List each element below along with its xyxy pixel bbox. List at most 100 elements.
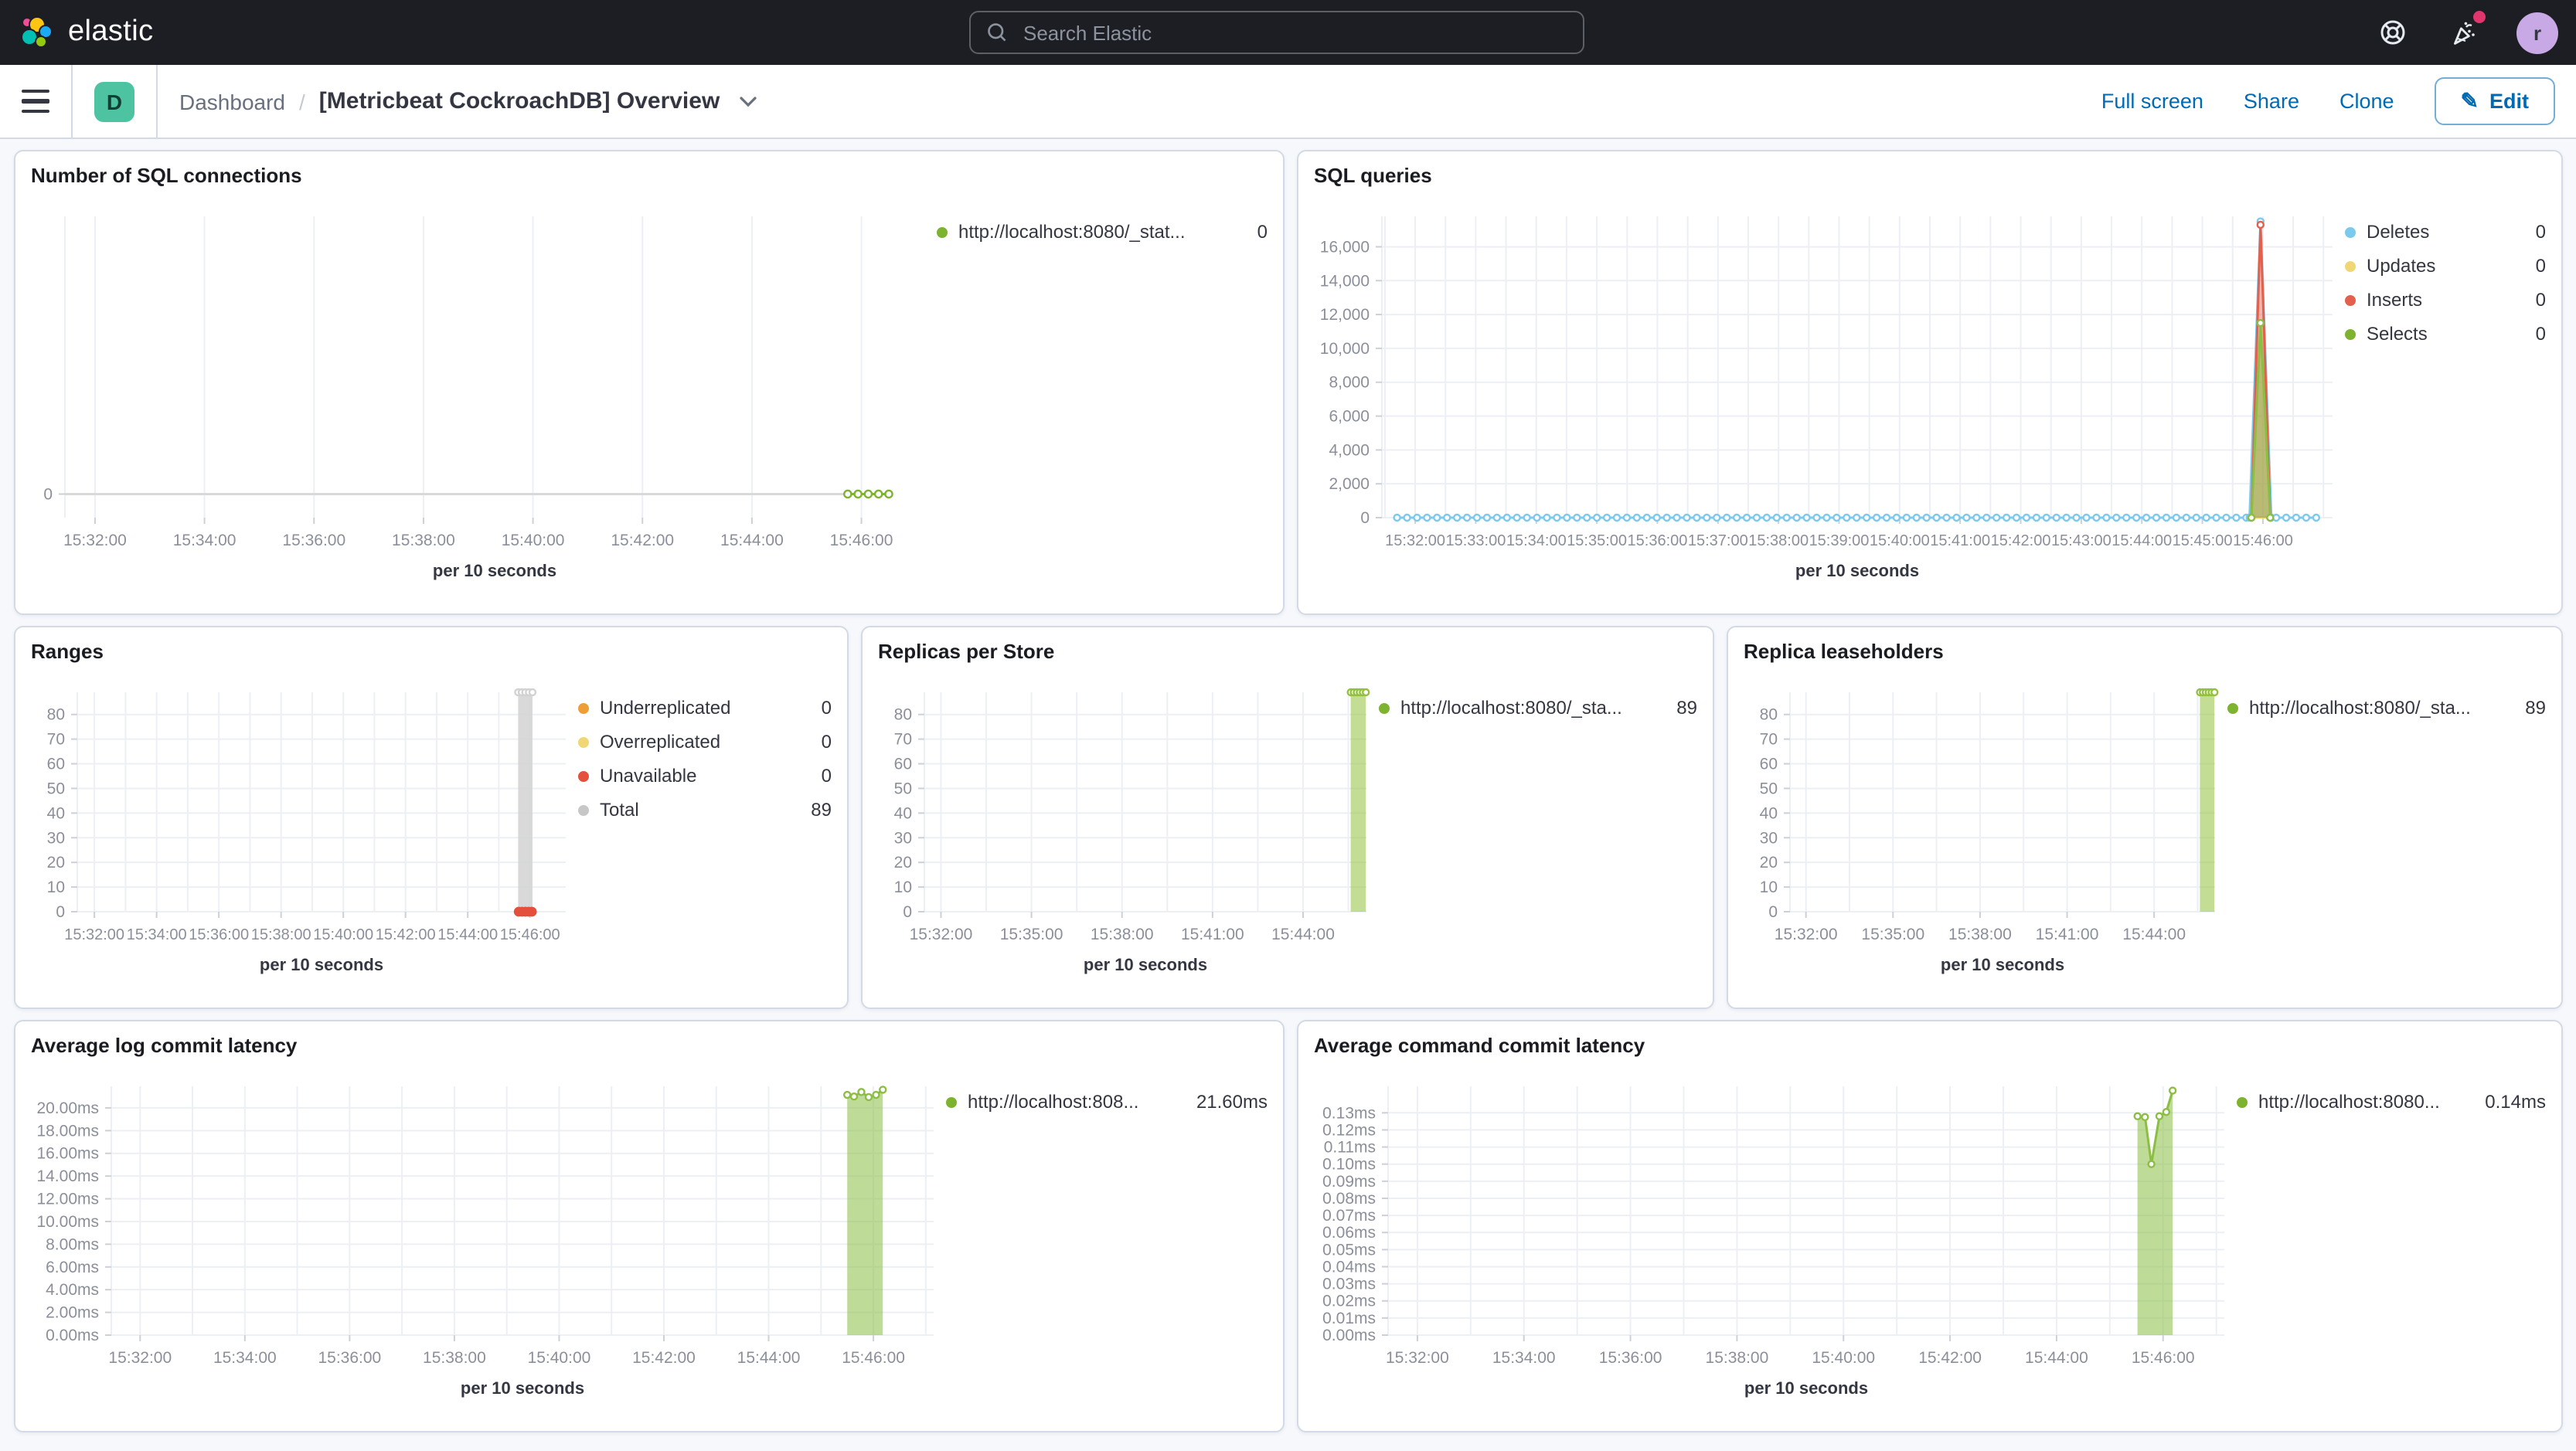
legend-item[interactable]: Total 89: [578, 800, 832, 821]
panel-average-command-commit-latency: Average command commit latency 0.00ms 0.0…: [1297, 1020, 2563, 1432]
svg-text:15:40:00: 15:40:00: [528, 1349, 591, 1367]
legend-value: 0: [2535, 323, 2546, 345]
clone-button[interactable]: Clone: [2339, 90, 2394, 113]
chart-legend: http://localhost:8080/_sta... 89: [2227, 671, 2546, 995]
svg-text:50: 50: [47, 780, 65, 797]
chart-canvas[interactable]: 0.00ms 0.01ms 0.02ms 0.03ms 0.04ms 0.05ms 0.06…: [1314, 1065, 2237, 1419]
newsfeed-party-icon: [2453, 21, 2474, 44]
legend-item[interactable]: Underreplicated 0: [578, 698, 832, 719]
legend-item[interactable]: Inserts 0: [2345, 289, 2546, 311]
chart-legend: http://localhost:8080... 0.14ms: [2237, 1065, 2546, 1419]
chart-canvas[interactable]: 0 15:32:00 15:34:00 15:36:00 15:38:00 15:40:0…: [31, 195, 937, 601]
svg-text:8,000: 8,000: [1329, 374, 1370, 392]
toolbar-divider: [71, 64, 73, 138]
svg-text:0.01ms: 0.01ms: [1322, 1310, 1376, 1327]
legend-label: Inserts: [2367, 289, 2423, 311]
chart-canvas[interactable]: 0 10 20 30 40 50 60 70 80 15:32:00 15:34:00 15:36:0…: [31, 671, 578, 995]
legend-item[interactable]: Updates 0: [2345, 256, 2546, 277]
svg-text:15:38:00: 15:38:00: [1748, 532, 1809, 549]
legend-label: Overreplicated: [600, 731, 721, 753]
legend-item[interactable]: Overreplicated 0: [578, 732, 832, 753]
help-icon: [2380, 20, 2405, 45]
svg-text:80: 80: [47, 706, 65, 724]
legend-item[interactable]: http://localhost:808... 21.60ms: [946, 1092, 1268, 1113]
global-search[interactable]: [969, 11, 1584, 54]
share-button[interactable]: Share: [2243, 90, 2299, 113]
legend-dot-icon: [1379, 703, 1390, 714]
chart-legend: http://localhost:808... 21.60ms: [946, 1065, 1268, 1419]
svg-text:10: 10: [894, 878, 912, 896]
legend-item[interactable]: Unavailable 0: [578, 766, 832, 787]
chart-canvas[interactable]: 0.00ms 2.00ms 4.00ms 6.00ms 8.00ms 10.00ms 12.…: [31, 1065, 946, 1419]
svg-text:0.06ms: 0.06ms: [1322, 1224, 1376, 1242]
legend-value: 0: [2535, 221, 2546, 243]
legend-item[interactable]: http://localhost:8080/_stat... 0: [937, 221, 1268, 243]
panel-title[interactable]: Number of SQL connections: [31, 164, 302, 187]
legend-value: 89: [2525, 697, 2546, 719]
panel-replicas-per-store: Replicas per Store 0 10 20 30 40 50 60 70 80 15:3…: [861, 626, 1714, 1009]
svg-text:70: 70: [1760, 731, 1778, 749]
svg-text:4,000: 4,000: [1329, 441, 1370, 459]
notification-dot: [2473, 11, 2486, 23]
svg-text:15:46:00: 15:46:00: [2233, 532, 2293, 549]
chart-canvas[interactable]: 0 10 20 30 40 50 60 70 80 15:32:00 15:35:00 15:38:0…: [878, 671, 1379, 995]
page-title[interactable]: [Metricbeat CockroachDB] Overview: [318, 88, 720, 114]
chart-canvas[interactable]: 0 10 20 30 40 50 60 70 80 15:32:00 15:35:00 15:38:0…: [1744, 671, 2227, 995]
chart-canvas[interactable]: 0 2,000 4,000 6,000 8,000 10,000 12,000 14,000 1…: [1314, 195, 2345, 601]
chart-legend: http://localhost:8080/_sta... 89: [1379, 671, 1697, 995]
dashboard-app-badge[interactable]: D: [94, 81, 134, 121]
legend-value: 0: [1257, 221, 1268, 243]
svg-text:15:41:00: 15:41:00: [1181, 926, 1244, 943]
legend-label: Deletes: [2367, 221, 2430, 243]
svg-text:40: 40: [1760, 804, 1778, 822]
svg-text:15:36:00: 15:36:00: [318, 1349, 381, 1367]
panel-title[interactable]: Replica leaseholders: [1744, 640, 1944, 663]
title-options-button[interactable]: [738, 95, 757, 107]
newsfeed-button[interactable]: [2445, 11, 2486, 51]
legend-item[interactable]: http://localhost:8080/_sta... 89: [2227, 698, 2546, 719]
svg-text:15:38:00: 15:38:00: [423, 1349, 486, 1367]
panel-title[interactable]: Average log commit latency: [31, 1034, 298, 1057]
svg-text:15:32:00: 15:32:00: [910, 926, 973, 943]
legend-item[interactable]: Selects 0: [2345, 323, 2546, 345]
svg-text:16.00ms: 16.00ms: [36, 1145, 99, 1163]
legend-item[interactable]: Deletes 0: [2345, 221, 2546, 243]
svg-text:30: 30: [1760, 829, 1778, 847]
breadcrumb-dashboard-link[interactable]: Dashboard: [179, 89, 285, 114]
svg-text:0.09ms: 0.09ms: [1322, 1173, 1376, 1191]
svg-text:per 10 seconds: per 10 seconds: [433, 561, 556, 580]
panel-title[interactable]: Replicas per Store: [878, 640, 1055, 663]
panel-sql-queries: SQL queries 0 2,000 4,000 6,000 8,000 10,000 1…: [1297, 150, 2563, 615]
svg-text:per 10 seconds: per 10 seconds: [1084, 955, 1207, 974]
svg-text:15:46:00: 15:46:00: [2132, 1349, 2195, 1367]
legend-value: 0: [821, 765, 832, 787]
elastic-brand[interactable]: elastic: [19, 14, 154, 51]
legend-item[interactable]: http://localhost:8080... 0.14ms: [2237, 1092, 2546, 1113]
panel-title[interactable]: SQL queries: [1314, 164, 1432, 187]
search-input[interactable]: [1020, 19, 1567, 46]
svg-text:15:34:00: 15:34:00: [1492, 1349, 1556, 1367]
breadcrumb: Dashboard / [Metricbeat CockroachDB] Ove…: [179, 88, 757, 114]
svg-text:15:42:00: 15:42:00: [611, 532, 674, 549]
svg-text:per 10 seconds: per 10 seconds: [1744, 1378, 1868, 1398]
svg-text:15:44:00: 15:44:00: [2122, 926, 2186, 943]
svg-text:0: 0: [1768, 903, 1778, 921]
user-avatar[interactable]: r: [2516, 12, 2558, 53]
svg-text:15:32:00: 15:32:00: [1385, 532, 1445, 549]
svg-text:15:34:00: 15:34:00: [213, 1349, 277, 1367]
svg-text:60: 60: [47, 756, 65, 773]
svg-text:0.13ms: 0.13ms: [1322, 1104, 1376, 1122]
menu-icon[interactable]: [22, 89, 49, 114]
legend-label: http://localhost:8080/_stat...: [958, 221, 1186, 243]
full-screen-button[interactable]: Full screen: [2101, 90, 2203, 113]
svg-text:15:40:00: 15:40:00: [502, 532, 565, 549]
svg-text:15:42:00: 15:42:00: [1991, 532, 2051, 549]
panel-title[interactable]: Ranges: [31, 640, 104, 663]
legend-item[interactable]: http://localhost:8080/_sta... 89: [1379, 698, 1697, 719]
help-button[interactable]: [2374, 14, 2411, 51]
edit-button[interactable]: ✎ Edit: [2434, 77, 2555, 125]
panel-title[interactable]: Average command commit latency: [1314, 1034, 1645, 1057]
legend-label: http://localhost:8080/_sta...: [1400, 697, 1622, 719]
panel-ranges: Ranges 0 10 20 30 40 50 60 70 80 15:32:00 15:34:00…: [14, 626, 849, 1009]
svg-text:15:42:00: 15:42:00: [376, 926, 436, 943]
